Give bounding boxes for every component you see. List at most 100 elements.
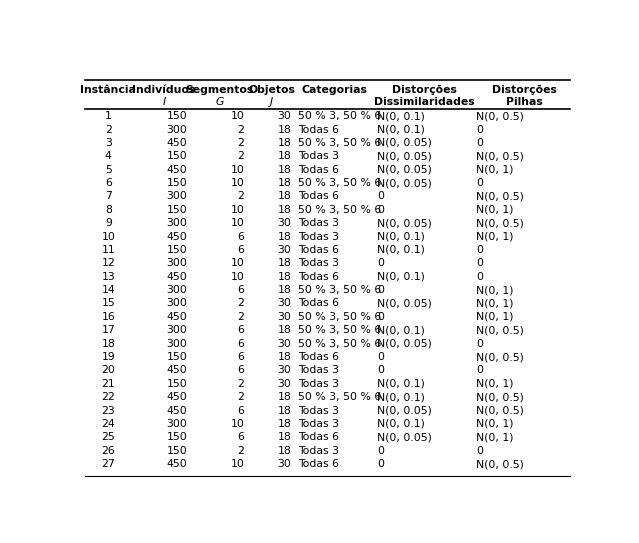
Text: 18: 18 <box>277 285 291 295</box>
Text: 2: 2 <box>238 192 244 201</box>
Text: 50 % 3, 50 % 6: 50 % 3, 50 % 6 <box>298 111 381 121</box>
Text: 300: 300 <box>167 339 187 349</box>
Text: Todas 6: Todas 6 <box>298 245 339 255</box>
Text: Instância: Instância <box>81 85 136 95</box>
Text: 1: 1 <box>105 111 112 121</box>
Text: 30: 30 <box>277 218 291 228</box>
Text: 18: 18 <box>277 165 291 175</box>
Text: N(0, 0.1): N(0, 0.1) <box>377 124 425 135</box>
Text: 0: 0 <box>476 258 483 268</box>
Text: 20: 20 <box>102 365 115 375</box>
Text: N(0, 0.1): N(0, 0.1) <box>377 392 425 402</box>
Text: 15: 15 <box>102 299 115 308</box>
Text: 50 % 3, 50 % 6: 50 % 3, 50 % 6 <box>298 138 381 148</box>
Text: 300: 300 <box>167 192 187 201</box>
Text: 18: 18 <box>277 325 291 335</box>
Text: Objetos: Objetos <box>249 85 295 95</box>
Text: J: J <box>270 97 273 107</box>
Text: Todas 6: Todas 6 <box>298 352 339 362</box>
Text: N(0, 1): N(0, 1) <box>476 299 514 308</box>
Text: 30: 30 <box>277 459 291 469</box>
Text: 10: 10 <box>231 165 244 175</box>
Text: 12: 12 <box>102 258 115 268</box>
Text: Categorias: Categorias <box>302 85 368 95</box>
Text: 450: 450 <box>167 272 187 282</box>
Text: Todas 6: Todas 6 <box>298 459 339 469</box>
Text: 0: 0 <box>476 245 483 255</box>
Text: N(0, 1): N(0, 1) <box>476 285 514 295</box>
Text: Todas 3: Todas 3 <box>298 446 339 456</box>
Text: 6: 6 <box>238 245 244 255</box>
Text: 0: 0 <box>377 205 384 215</box>
Text: 30: 30 <box>277 365 291 375</box>
Text: Todas 3: Todas 3 <box>298 218 339 228</box>
Text: 10: 10 <box>231 178 244 188</box>
Text: Todas 6: Todas 6 <box>298 192 339 201</box>
Text: 18: 18 <box>277 192 291 201</box>
Text: 450: 450 <box>167 406 187 415</box>
Text: 30: 30 <box>277 299 291 308</box>
Text: N(0, 0.5): N(0, 0.5) <box>476 192 524 201</box>
Text: 30: 30 <box>277 339 291 349</box>
Text: 18: 18 <box>277 352 291 362</box>
Text: N(0, 0.1): N(0, 0.1) <box>377 111 425 121</box>
Text: 450: 450 <box>167 138 187 148</box>
Text: Todas 3: Todas 3 <box>298 419 339 429</box>
Text: 0: 0 <box>377 365 384 375</box>
Text: 0: 0 <box>377 258 384 268</box>
Text: 14: 14 <box>102 285 115 295</box>
Text: 10: 10 <box>231 258 244 268</box>
Text: 27: 27 <box>102 459 115 469</box>
Text: Todas 6: Todas 6 <box>298 272 339 282</box>
Text: 0: 0 <box>476 339 483 349</box>
Text: 2: 2 <box>238 299 244 308</box>
Text: 16: 16 <box>102 312 115 322</box>
Text: 4: 4 <box>105 151 112 161</box>
Text: 6: 6 <box>238 365 244 375</box>
Text: 6: 6 <box>238 325 244 335</box>
Text: 150: 150 <box>167 151 187 161</box>
Text: N(0, 0.1): N(0, 0.1) <box>377 272 425 282</box>
Text: 10: 10 <box>231 205 244 215</box>
Text: N(0, 1): N(0, 1) <box>476 312 514 322</box>
Text: 10: 10 <box>231 459 244 469</box>
Text: 9: 9 <box>105 218 112 228</box>
Text: Segmentos: Segmentos <box>186 85 254 95</box>
Text: N(0, 0.1): N(0, 0.1) <box>377 245 425 255</box>
Text: 0: 0 <box>377 312 384 322</box>
Text: 50 % 3, 50 % 6: 50 % 3, 50 % 6 <box>298 205 381 215</box>
Text: N(0, 1): N(0, 1) <box>476 419 514 429</box>
Text: 300: 300 <box>167 258 187 268</box>
Text: Distorções: Distorções <box>492 85 557 95</box>
Text: N(0, 0.05): N(0, 0.05) <box>377 406 432 415</box>
Text: 300: 300 <box>167 218 187 228</box>
Text: N(0, 1): N(0, 1) <box>476 231 514 242</box>
Text: 18: 18 <box>102 339 115 349</box>
Text: 0: 0 <box>476 178 483 188</box>
Text: N(0, 1): N(0, 1) <box>476 165 514 175</box>
Text: Pilhas: Pilhas <box>506 97 543 107</box>
Text: Todas 6: Todas 6 <box>298 432 339 443</box>
Text: 10: 10 <box>231 419 244 429</box>
Text: N(0, 0.5): N(0, 0.5) <box>476 218 524 228</box>
Text: 26: 26 <box>102 446 115 456</box>
Text: N(0, 0.5): N(0, 0.5) <box>476 325 524 335</box>
Text: 2: 2 <box>238 446 244 456</box>
Text: 24: 24 <box>102 419 115 429</box>
Text: 18: 18 <box>277 124 291 135</box>
Text: 25: 25 <box>102 432 115 443</box>
Text: 13: 13 <box>102 272 115 282</box>
Text: 0: 0 <box>476 272 483 282</box>
Text: 18: 18 <box>277 138 291 148</box>
Text: G: G <box>215 97 224 107</box>
Text: 450: 450 <box>167 392 187 402</box>
Text: Todas 3: Todas 3 <box>298 231 339 242</box>
Text: N(0, 0.05): N(0, 0.05) <box>377 138 432 148</box>
Text: 2: 2 <box>105 124 112 135</box>
Text: 10: 10 <box>231 272 244 282</box>
Text: Todas 3: Todas 3 <box>298 258 339 268</box>
Text: 150: 150 <box>167 245 187 255</box>
Text: N(0, 0.05): N(0, 0.05) <box>377 339 432 349</box>
Text: 2: 2 <box>238 138 244 148</box>
Text: 150: 150 <box>167 178 187 188</box>
